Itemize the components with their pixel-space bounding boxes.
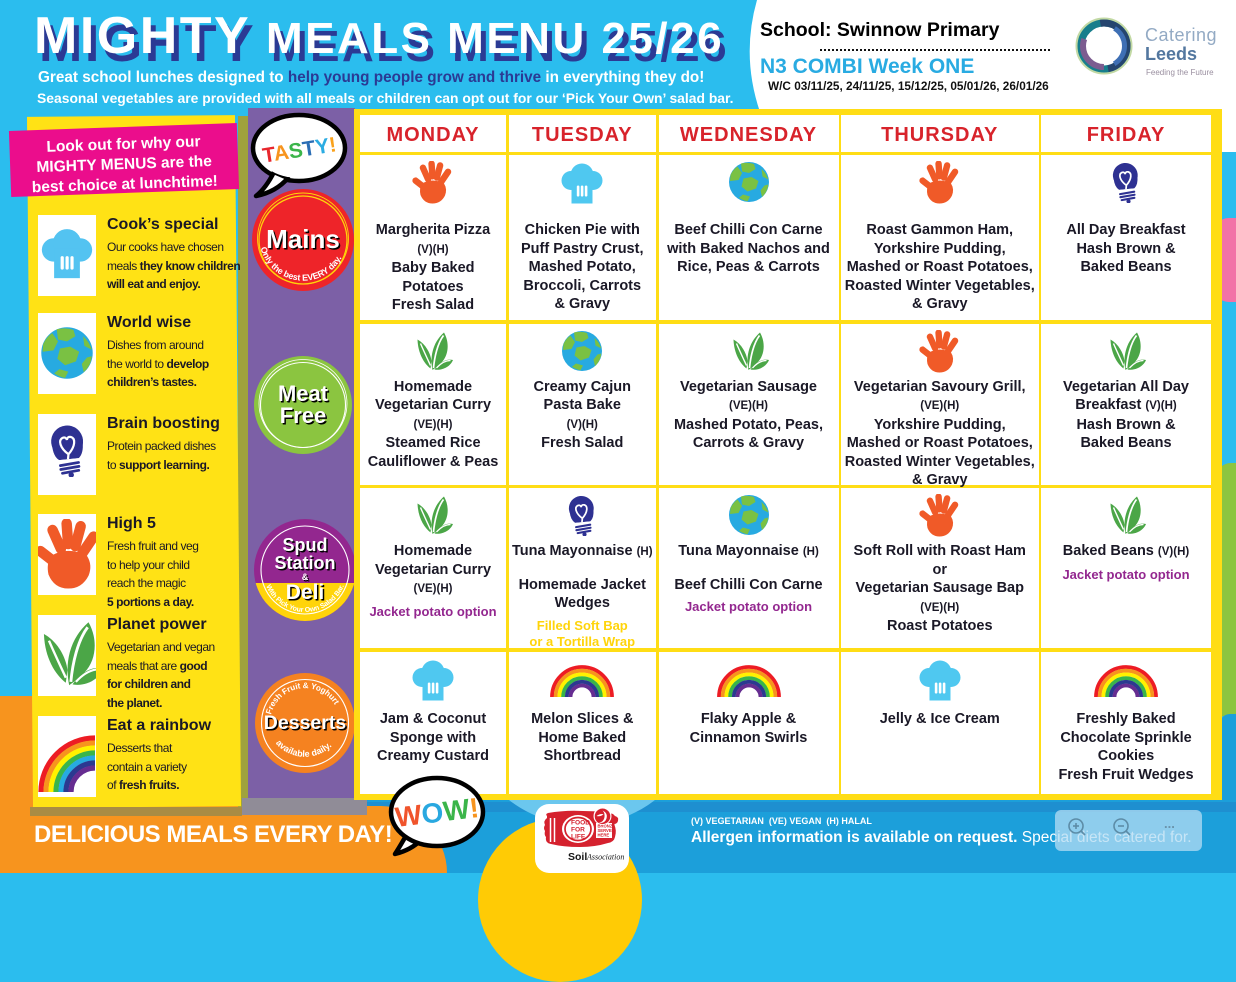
svg-text:BRONZE: BRONZE bbox=[598, 824, 616, 829]
svg-text:Soil: Soil bbox=[568, 851, 587, 863]
svg-text:LIFE: LIFE bbox=[571, 834, 586, 841]
svg-text:Free: Free bbox=[281, 405, 327, 430]
svg-text:Deli: Deli bbox=[287, 583, 326, 606]
svg-text:Mains: Mains bbox=[266, 224, 340, 254]
svg-text:HERE: HERE bbox=[598, 833, 610, 838]
svg-text:&: & bbox=[303, 574, 310, 584]
svg-text:Station: Station bbox=[275, 553, 336, 573]
svg-text:FOR: FOR bbox=[571, 827, 585, 834]
svg-text:Meat: Meat bbox=[278, 381, 329, 406]
svg-text:Mains: Mains bbox=[268, 226, 342, 256]
svg-text:Free: Free bbox=[280, 403, 326, 428]
svg-text:Spud: Spud bbox=[283, 535, 328, 555]
svg-text:Desserts: Desserts bbox=[264, 712, 347, 734]
svg-text:Station: Station bbox=[276, 555, 337, 575]
svg-text:...: ... bbox=[1164, 816, 1175, 831]
svg-text:Meat: Meat bbox=[279, 383, 330, 408]
svg-text:TASTY!: TASTY! bbox=[261, 133, 338, 167]
svg-text:FOOD: FOOD bbox=[571, 820, 590, 827]
svg-text:Deli: Deli bbox=[286, 581, 325, 604]
svg-text:SERVED: SERVED bbox=[598, 828, 615, 833]
svg-text:Desserts: Desserts bbox=[265, 714, 348, 736]
svg-text:Association: Association bbox=[586, 853, 624, 862]
svg-text:WOW!: WOW! bbox=[393, 792, 480, 833]
svg-text:&: & bbox=[302, 572, 309, 582]
svg-text:Spud: Spud bbox=[284, 537, 329, 557]
